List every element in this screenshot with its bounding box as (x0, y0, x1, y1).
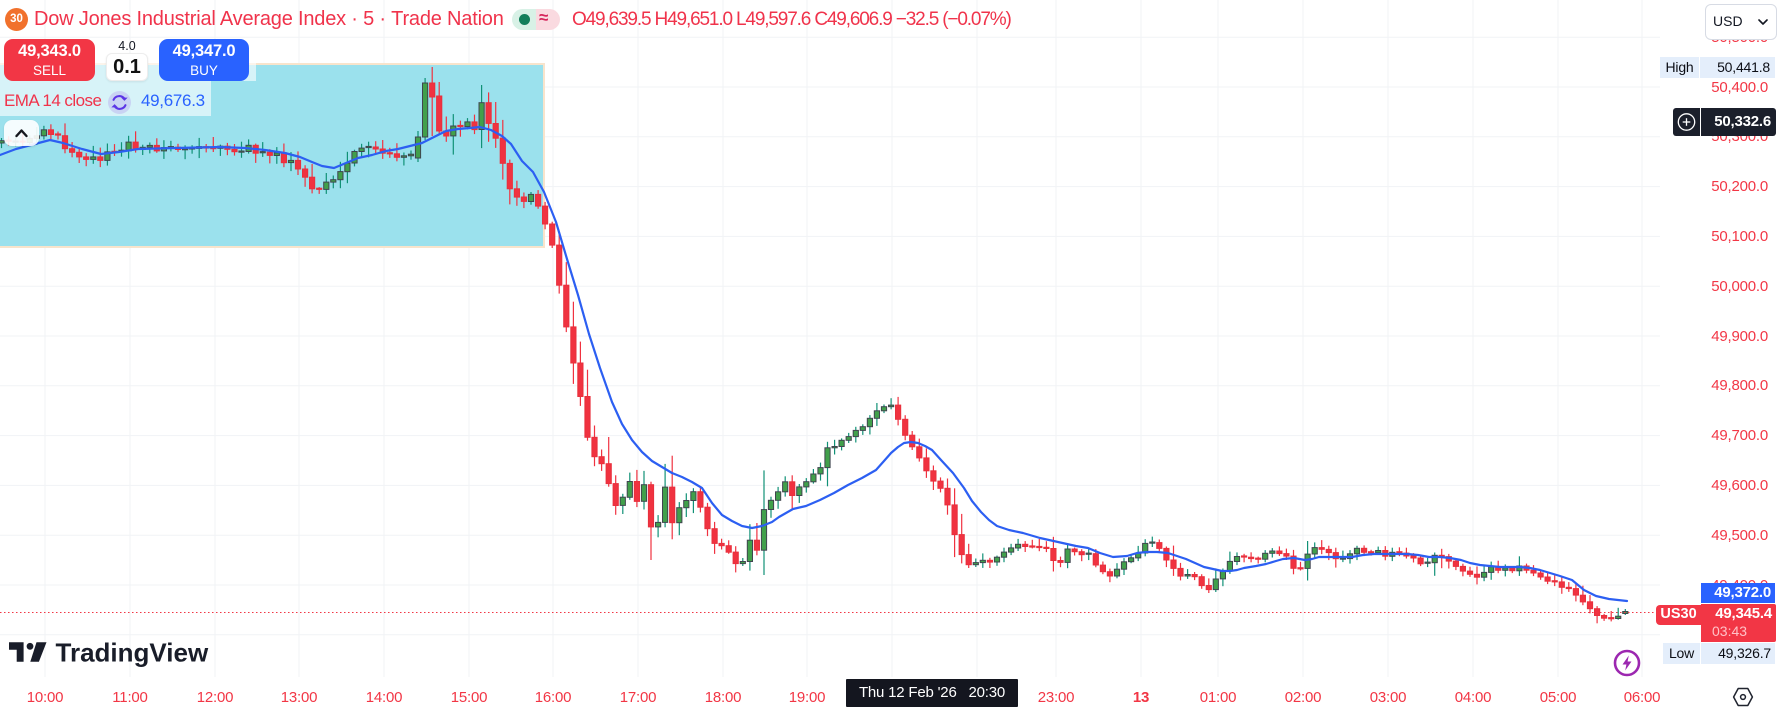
svg-text:TradingView: TradingView (56, 638, 209, 668)
